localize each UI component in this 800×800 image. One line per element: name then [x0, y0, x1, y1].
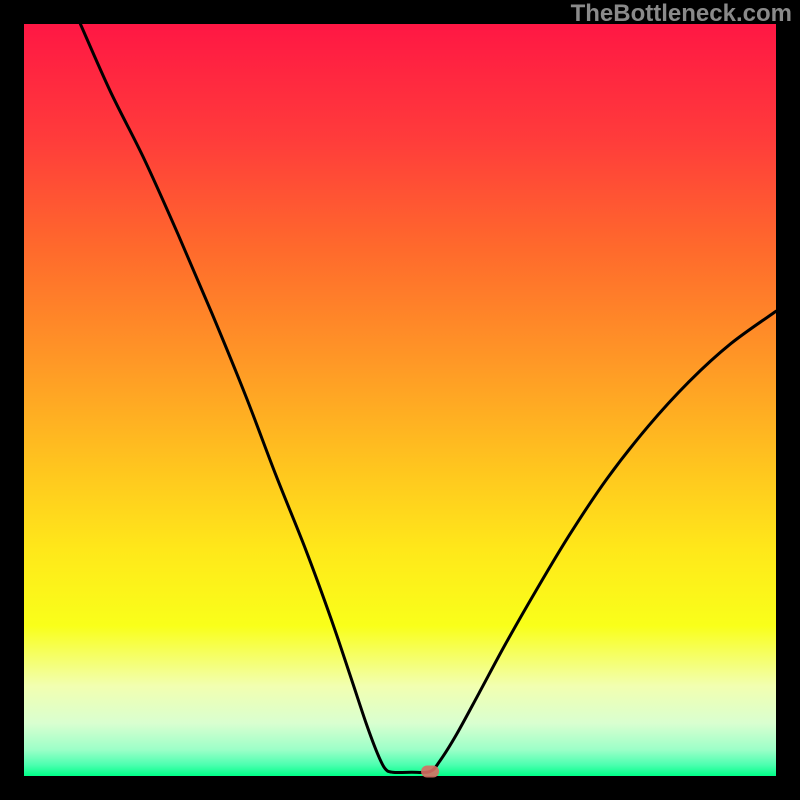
plot-background	[24, 24, 776, 776]
chart-svg	[0, 0, 800, 800]
watermark-text: TheBottleneck.com	[571, 0, 792, 28]
minimum-marker	[421, 765, 439, 777]
chart-stage: TheBottleneck.com	[0, 0, 800, 800]
